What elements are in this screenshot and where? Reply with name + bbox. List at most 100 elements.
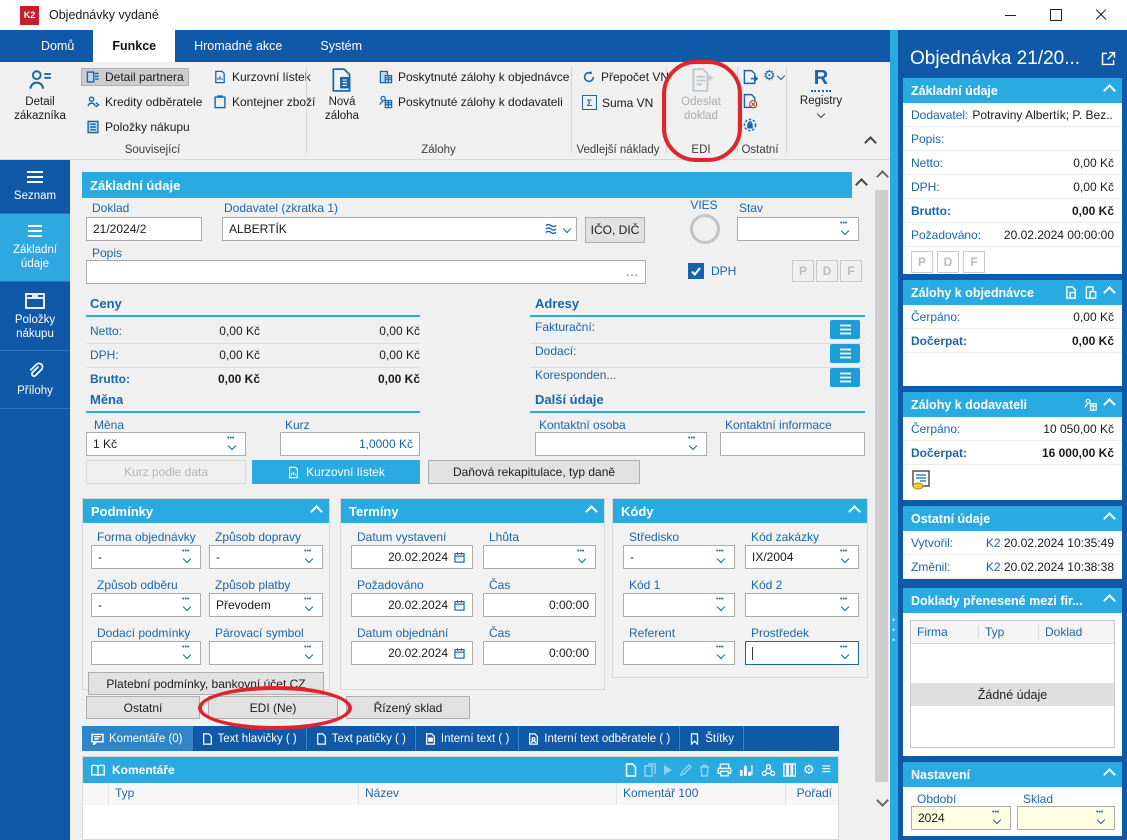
tab-domu[interactable]: Domů bbox=[41, 39, 75, 53]
panel-splitter[interactable]: • • • bbox=[890, 30, 898, 840]
kurzovni-listek-button[interactable]: Kurzovní lístek bbox=[252, 460, 420, 484]
kontejner-zbozi-button[interactable]: Kontejner zboží bbox=[208, 93, 320, 111]
pdf-f-button[interactable]: F bbox=[840, 260, 862, 282]
pozadovano-field[interactable]: 20.02.2024 bbox=[351, 593, 473, 617]
columns-icon[interactable] bbox=[783, 763, 796, 777]
stredisko-combo[interactable]: - bbox=[623, 545, 735, 569]
tab-funkce[interactable]: Funkce bbox=[93, 30, 176, 62]
delete-icon[interactable] bbox=[699, 764, 710, 777]
open-in-window-button[interactable] bbox=[1100, 50, 1117, 70]
tab-stitky[interactable]: Štítky bbox=[680, 726, 744, 751]
chevron-down-icon[interactable] bbox=[562, 224, 572, 234]
popis-field[interactable]: ... bbox=[86, 260, 646, 284]
zpusob-dopravy-combo[interactable]: - bbox=[209, 545, 323, 569]
detail-zakaznika-button[interactable]: Detail zákazníka bbox=[6, 67, 74, 123]
fakturacni-menu-button[interactable] bbox=[830, 320, 860, 339]
section-collapse-button[interactable] bbox=[855, 178, 868, 192]
gear-icon[interactable]: ⚙ bbox=[803, 762, 815, 778]
pdf-d-button[interactable]: D bbox=[816, 260, 838, 282]
supplier-lookup-icon[interactable] bbox=[544, 223, 558, 235]
datum-vystaveni-field[interactable]: 20.02.2024 bbox=[351, 545, 473, 569]
kontaktni-osoba-combo[interactable] bbox=[535, 432, 707, 456]
kod-zakazky-combo[interactable]: IX/2004 bbox=[745, 545, 859, 569]
play-icon[interactable] bbox=[663, 764, 673, 776]
maximize-button[interactable] bbox=[1033, 0, 1078, 30]
state-lock-button[interactable] bbox=[742, 117, 758, 133]
prostredek-combo[interactable] bbox=[745, 641, 859, 665]
sidebar-item-prilohy[interactable]: Přílohy bbox=[0, 351, 70, 410]
rizeny-sklad-button[interactable]: Řízený sklad bbox=[346, 696, 470, 719]
detail-partnera-button[interactable]: Detail partnera bbox=[81, 68, 189, 86]
sidebar-item-polozky-nakupu[interactable]: Položky nákupu bbox=[0, 282, 70, 352]
dodaci-menu-button[interactable] bbox=[830, 344, 860, 363]
tab-hromadne-akce[interactable]: Hromadné akce bbox=[194, 39, 283, 53]
chart-icon[interactable] bbox=[739, 763, 754, 777]
minimize-button[interactable] bbox=[988, 0, 1033, 30]
hamburger-menu-icon[interactable]: ≡ bbox=[821, 761, 831, 778]
kurz-podle-data-button[interactable]: Kurz podle data bbox=[86, 460, 246, 484]
column-nazev[interactable]: Název bbox=[359, 783, 617, 805]
invoice-coin-icon[interactable] bbox=[911, 470, 933, 490]
ribbon-collapse-button[interactable] bbox=[864, 136, 877, 150]
sidebar-item-zakladni-udaje[interactable]: Základní údaje bbox=[0, 213, 70, 282]
danova-rekapitulace-button[interactable]: Daňová rekapitulace, typ daně bbox=[428, 460, 640, 484]
kurz-field[interactable]: 1,0000 Kč bbox=[280, 432, 420, 456]
tab-interni-text-odberatele[interactable]: Interní text odběratele ( ) bbox=[519, 726, 681, 751]
print-icon[interactable] bbox=[717, 763, 732, 777]
chevron-up-icon[interactable] bbox=[1103, 84, 1116, 97]
scrollbar-thumb[interactable] bbox=[875, 190, 888, 782]
komentare-empty-body[interactable] bbox=[83, 805, 838, 839]
zpusob-platby-combo[interactable]: Převodem bbox=[209, 593, 323, 617]
cas-objednani-field[interactable]: 0:00:00 bbox=[483, 641, 596, 665]
dodavatel-field[interactable]: ALBERTÍK bbox=[222, 217, 577, 241]
zpusob-odberu-combo[interactable]: - bbox=[91, 593, 201, 617]
korespondencni-menu-button[interactable] bbox=[830, 368, 860, 387]
column-poradi[interactable]: Pořadí bbox=[796, 786, 832, 800]
kod2-combo[interactable] bbox=[745, 593, 859, 617]
main-scrollbar[interactable] bbox=[873, 162, 890, 838]
new-record-icon[interactable] bbox=[625, 763, 637, 777]
parovaci-symbol-combo[interactable] bbox=[209, 641, 323, 665]
pdf-p-button[interactable]: P bbox=[792, 260, 814, 282]
datum-objednani-field[interactable]: 20.02.2024 bbox=[351, 641, 473, 665]
tab-komentare[interactable]: Komentáře (0) bbox=[82, 726, 193, 751]
ico-dic-button[interactable]: IČO, DIČ bbox=[585, 217, 645, 243]
stav-combo[interactable] bbox=[737, 217, 859, 241]
suma-vn-button[interactable]: Σ Suma VN bbox=[577, 93, 658, 112]
summary-pdf-f[interactable]: F bbox=[963, 251, 985, 273]
column-typ[interactable]: Typ bbox=[979, 625, 1039, 639]
mena-combo[interactable]: 1 Kč bbox=[86, 432, 246, 456]
forma-objednavky-combo[interactable]: - bbox=[91, 545, 201, 569]
edit-icon[interactable] bbox=[680, 764, 692, 776]
kurzovni-listek-ribbon-button[interactable]: Kurzovní lístek bbox=[208, 68, 316, 86]
prepocet-vn-button[interactable]: Přepočet VN bbox=[577, 68, 674, 86]
cas-pozadovano-field[interactable]: 0:00:00 bbox=[483, 593, 596, 617]
kontaktni-informace-field[interactable] bbox=[720, 432, 865, 456]
obdobi-combo[interactable]: 2024 bbox=[911, 806, 1011, 830]
edi-ne-button[interactable]: EDI (Ne) bbox=[208, 696, 338, 719]
doc-forward-button[interactable] bbox=[742, 69, 758, 85]
calendar-icon[interactable] bbox=[453, 551, 466, 564]
chevron-up-icon[interactable] bbox=[310, 504, 323, 518]
calendar-icon[interactable] bbox=[453, 647, 466, 660]
chevron-up-icon[interactable] bbox=[848, 504, 861, 518]
odeslat-doklad-button[interactable]: Odeslat doklad bbox=[670, 67, 732, 123]
chevron-up-icon[interactable] bbox=[1103, 286, 1116, 299]
column-komentar[interactable]: Komentář 100 bbox=[617, 783, 786, 805]
chevron-up-icon[interactable] bbox=[1103, 512, 1116, 525]
kredity-odberatele-button[interactable]: Kredity odběratele bbox=[81, 93, 207, 111]
tab-text-paticky[interactable]: Text patičky ( ) bbox=[307, 726, 416, 751]
column-typ[interactable]: Typ bbox=[109, 783, 359, 805]
scroll-down-icon[interactable] bbox=[876, 794, 889, 808]
registry-button[interactable]: R Registry bbox=[793, 67, 849, 118]
dodaci-podminky-combo[interactable] bbox=[91, 641, 201, 665]
doc-table-icon[interactable] bbox=[1085, 286, 1097, 299]
zalohy-k-dodavateli-ribbon-button[interactable]: Poskytnuté zálohy k dodavateli bbox=[374, 93, 568, 111]
chevron-up-icon[interactable] bbox=[585, 504, 598, 518]
summary-pdf-d[interactable]: D bbox=[937, 251, 959, 273]
doc-icon[interactable] bbox=[1065, 286, 1077, 299]
chevron-up-icon[interactable] bbox=[1103, 768, 1116, 781]
platebni-podminky-button[interactable]: Platební podmínky, bankovní účet CZ bbox=[88, 672, 324, 695]
doc-cancel-button[interactable] bbox=[742, 93, 758, 109]
chevron-up-icon[interactable] bbox=[1103, 398, 1116, 411]
